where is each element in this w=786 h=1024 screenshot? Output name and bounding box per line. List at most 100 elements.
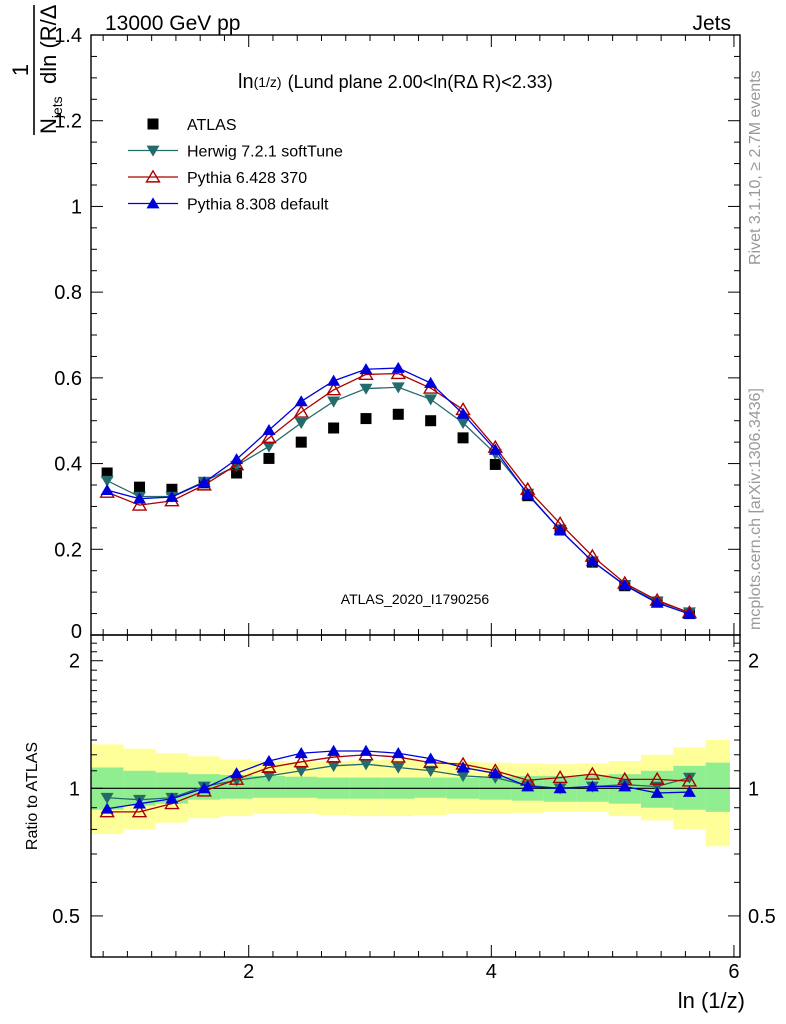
ratio-data-point <box>488 767 502 779</box>
y-tick-label: 0 <box>71 621 82 643</box>
ratio-data-point <box>359 759 373 771</box>
main-data-point <box>553 523 567 535</box>
ratio-data-point <box>649 771 665 785</box>
main-data-point <box>457 432 469 444</box>
main-data-point <box>456 407 470 419</box>
ylabel-frac-num: 1 <box>8 64 33 76</box>
main-data-point <box>425 415 437 427</box>
main-data-point <box>263 452 275 464</box>
main-series-3 <box>100 361 696 619</box>
ratio-data-point <box>294 747 308 759</box>
ratio-data-point <box>424 765 438 777</box>
main-data-point <box>327 374 341 386</box>
y-tick-label: 1 <box>71 196 82 218</box>
ratio-y-tick-label-left: 1 <box>69 778 80 800</box>
x-axis-label: ln (1/z) <box>678 988 745 1013</box>
y-tick-label: 1.4 <box>54 25 82 47</box>
ratio-y-tick-label-left: 2 <box>69 651 80 673</box>
legend-label: Pythia 6.428 370 <box>187 170 307 187</box>
ratio-y-tick-label-right: 0.5 <box>748 906 776 928</box>
main-data-point <box>100 483 114 496</box>
watermark-label: ATLAS_2020_I1790256 <box>341 591 490 607</box>
main-series-line <box>106 367 690 615</box>
y-tick-label: 0.2 <box>54 539 82 561</box>
legend-item: ATLAS <box>147 117 237 134</box>
legend-item: Pythia 8.308 default <box>128 197 329 214</box>
ratio-data-point <box>424 752 438 764</box>
main-data-point <box>230 453 244 465</box>
main-data-point <box>424 394 438 406</box>
main-data-point <box>327 396 341 408</box>
header-right-label: Jets <box>692 12 731 35</box>
main-series-0 <box>101 408 695 620</box>
ratio-data-point <box>100 802 114 814</box>
ratio-data-point <box>262 770 276 783</box>
ratio-data-point <box>133 797 147 809</box>
main-data-point <box>682 607 696 619</box>
ylabel-right: dln (R/Δ R) ln (1/z) <box>36 0 61 84</box>
main-panel: ATLAS_2020_I1790256 ln(1/z) (Lund plane 2.… <box>54 25 741 643</box>
ratio-data-point <box>584 766 601 780</box>
main-data-point <box>391 361 405 373</box>
main-data-point <box>392 408 404 420</box>
main-data-point <box>261 430 277 444</box>
ratio-data-point <box>650 786 664 798</box>
legend: ATLAS Herwig 7.2.1 softTune Pythia 6.428 3… <box>128 117 343 214</box>
main-data-point <box>489 458 501 470</box>
main-data-point <box>359 363 373 375</box>
ratio-data-point <box>682 772 696 784</box>
legend-marker <box>147 118 159 130</box>
main-data-point <box>100 475 114 487</box>
main-series-line <box>106 386 690 613</box>
main-data-point <box>391 382 405 394</box>
ratio-y-tick-label-right: 1 <box>748 778 759 800</box>
main-data-point <box>133 492 147 504</box>
main-data-point <box>231 467 243 479</box>
ratio-y-tick-label-right: 2 <box>748 651 759 673</box>
plot-title: ln(1/z) (Lund plane 2.00<ln(RΔ R)<2.33) <box>238 71 553 93</box>
main-data-point <box>521 488 535 500</box>
main-data-point <box>262 441 276 453</box>
ratio-data-point <box>682 785 696 797</box>
ratio-data-point <box>618 780 632 792</box>
ratio-band-inner-bin <box>414 777 447 798</box>
main-data-point <box>424 376 438 388</box>
ratio-y-axis-label: Ratio to ATLAS <box>24 742 41 850</box>
x-tick-label: 4 <box>486 961 497 983</box>
ratio-data-point <box>553 782 567 794</box>
y-tick-label: 1.2 <box>54 111 82 133</box>
header-left-label: 13000 GeV pp <box>105 12 240 35</box>
ratio-panel: 0.5 1 2 0.5 1 2 2 4 6 Ratio to ATLAS <box>24 634 776 983</box>
ratio-frame <box>90 634 741 958</box>
main-data-point <box>294 395 308 407</box>
legend-marker <box>146 145 160 157</box>
main-data-point <box>585 555 599 567</box>
ylabel-frac-den: Njets <box>36 96 65 134</box>
main-data-point <box>295 436 307 448</box>
main-data-point <box>134 481 146 493</box>
main-data-point <box>262 423 276 436</box>
main-data-point <box>488 443 502 455</box>
y-tick-label: 0.8 <box>54 282 82 304</box>
main-data-point <box>325 382 342 396</box>
y-tick-label: 0.6 <box>54 368 82 390</box>
ratio-data-point <box>261 759 277 774</box>
main-data-point <box>650 596 664 608</box>
rivet-version-label: Rivet 3.1.10, ≥ 2.7M events <box>747 70 764 265</box>
ratio-data-point <box>325 749 342 763</box>
main-data-point <box>165 490 179 502</box>
main-data-point <box>293 404 309 418</box>
main-data-point <box>328 422 340 434</box>
ratio-data-point <box>197 782 211 794</box>
main-data-point <box>101 467 113 479</box>
ratio-data-point <box>585 780 599 792</box>
main-data-point <box>618 579 632 591</box>
legend-label: Herwig 7.2.1 softTune <box>187 144 343 161</box>
ratio-band-inner-bin <box>220 775 253 799</box>
legend-marker <box>146 197 160 209</box>
main-data-point <box>131 497 148 511</box>
ratio-data-point <box>294 765 308 777</box>
y-tick-label: 0.4 <box>54 454 82 476</box>
main-data-point <box>294 417 308 430</box>
